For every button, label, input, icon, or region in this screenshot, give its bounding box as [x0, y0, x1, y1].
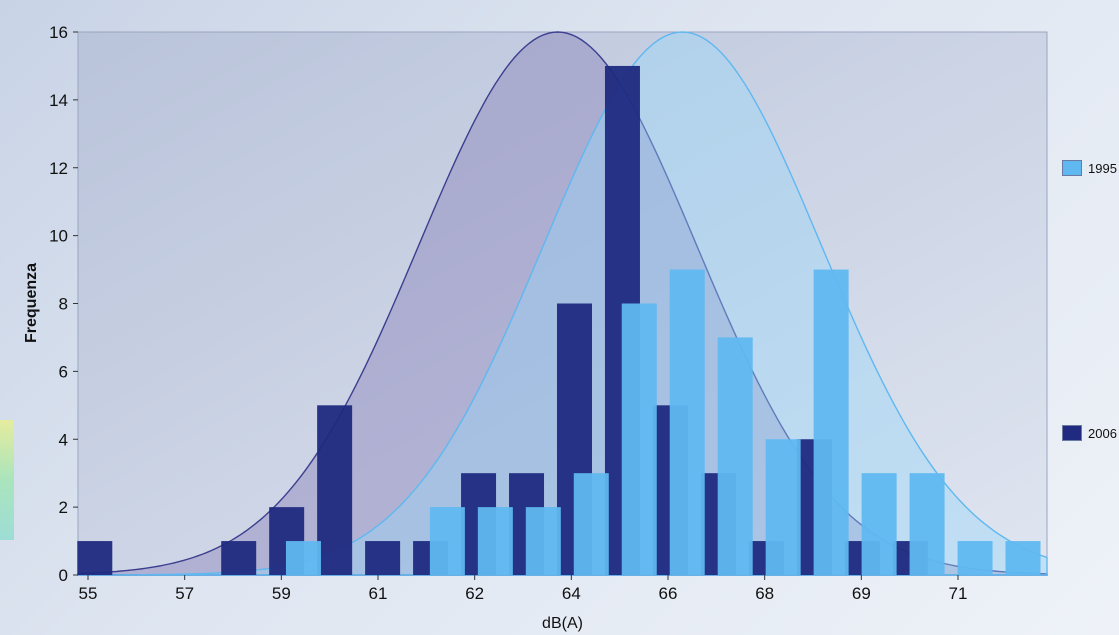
x-tick-label-6: 66 — [659, 584, 678, 603]
x-tick-label-0: 55 — [79, 584, 98, 603]
bar-1995-13 — [1005, 541, 1041, 575]
y-tick-label-6: 6 — [59, 362, 68, 381]
legend-item-2006: 2006 — [1062, 425, 1117, 441]
bar-1995-3 — [525, 507, 561, 575]
bar-1995-1 — [429, 507, 465, 575]
x-tick-label-5: 64 — [562, 584, 581, 603]
legend-swatch-1995 — [1062, 160, 1082, 176]
decorative-strip — [0, 420, 14, 540]
y-tick-label-0: 0 — [59, 566, 68, 585]
bar-2006-0 — [77, 541, 113, 575]
y-tick-label-8: 8 — [59, 295, 68, 314]
x-tick-label-3: 61 — [369, 584, 388, 603]
y-axis-label: Frequenza — [23, 263, 40, 343]
x-tick-label-1: 57 — [175, 584, 194, 603]
bar-1995-12 — [957, 541, 993, 575]
legend-label-2006: 2006 — [1088, 425, 1117, 441]
bar-1995-11 — [909, 473, 945, 575]
legend-swatch-2006 — [1062, 425, 1082, 441]
y-tick-label-2: 2 — [59, 498, 68, 517]
y-tick-label-10: 10 — [49, 227, 68, 246]
bar-1995-2 — [477, 507, 513, 575]
bar-1995-4 — [573, 473, 609, 575]
x-tick-label-7: 68 — [755, 584, 774, 603]
x-tick-label-4: 62 — [465, 584, 484, 603]
bar-1995-5 — [621, 303, 657, 575]
y-tick-label-14: 14 — [49, 91, 68, 110]
legend-item-1995: 1995 — [1062, 160, 1117, 176]
bar-1995-8 — [765, 439, 801, 575]
y-tick-label-12: 12 — [49, 159, 68, 178]
x-axis-label: dB(A) — [542, 615, 583, 632]
x-tick-label-9: 71 — [949, 584, 968, 603]
bar-2006-4 — [365, 541, 401, 575]
bar-2006-1 — [221, 541, 257, 575]
y-tick-label-16: 16 — [49, 23, 68, 42]
bar-1995-9 — [813, 269, 849, 575]
x-tick-label-8: 69 — [852, 584, 871, 603]
bar-2006-3 — [317, 405, 353, 575]
x-tick-label-2: 59 — [272, 584, 291, 603]
bar-1995-7 — [717, 337, 753, 575]
bar-1995-10 — [861, 473, 897, 575]
bar-1995-0 — [285, 541, 321, 575]
bar-1995-6 — [669, 269, 705, 575]
legend-label-1995: 1995 — [1088, 160, 1117, 176]
y-tick-label-4: 4 — [59, 430, 68, 449]
